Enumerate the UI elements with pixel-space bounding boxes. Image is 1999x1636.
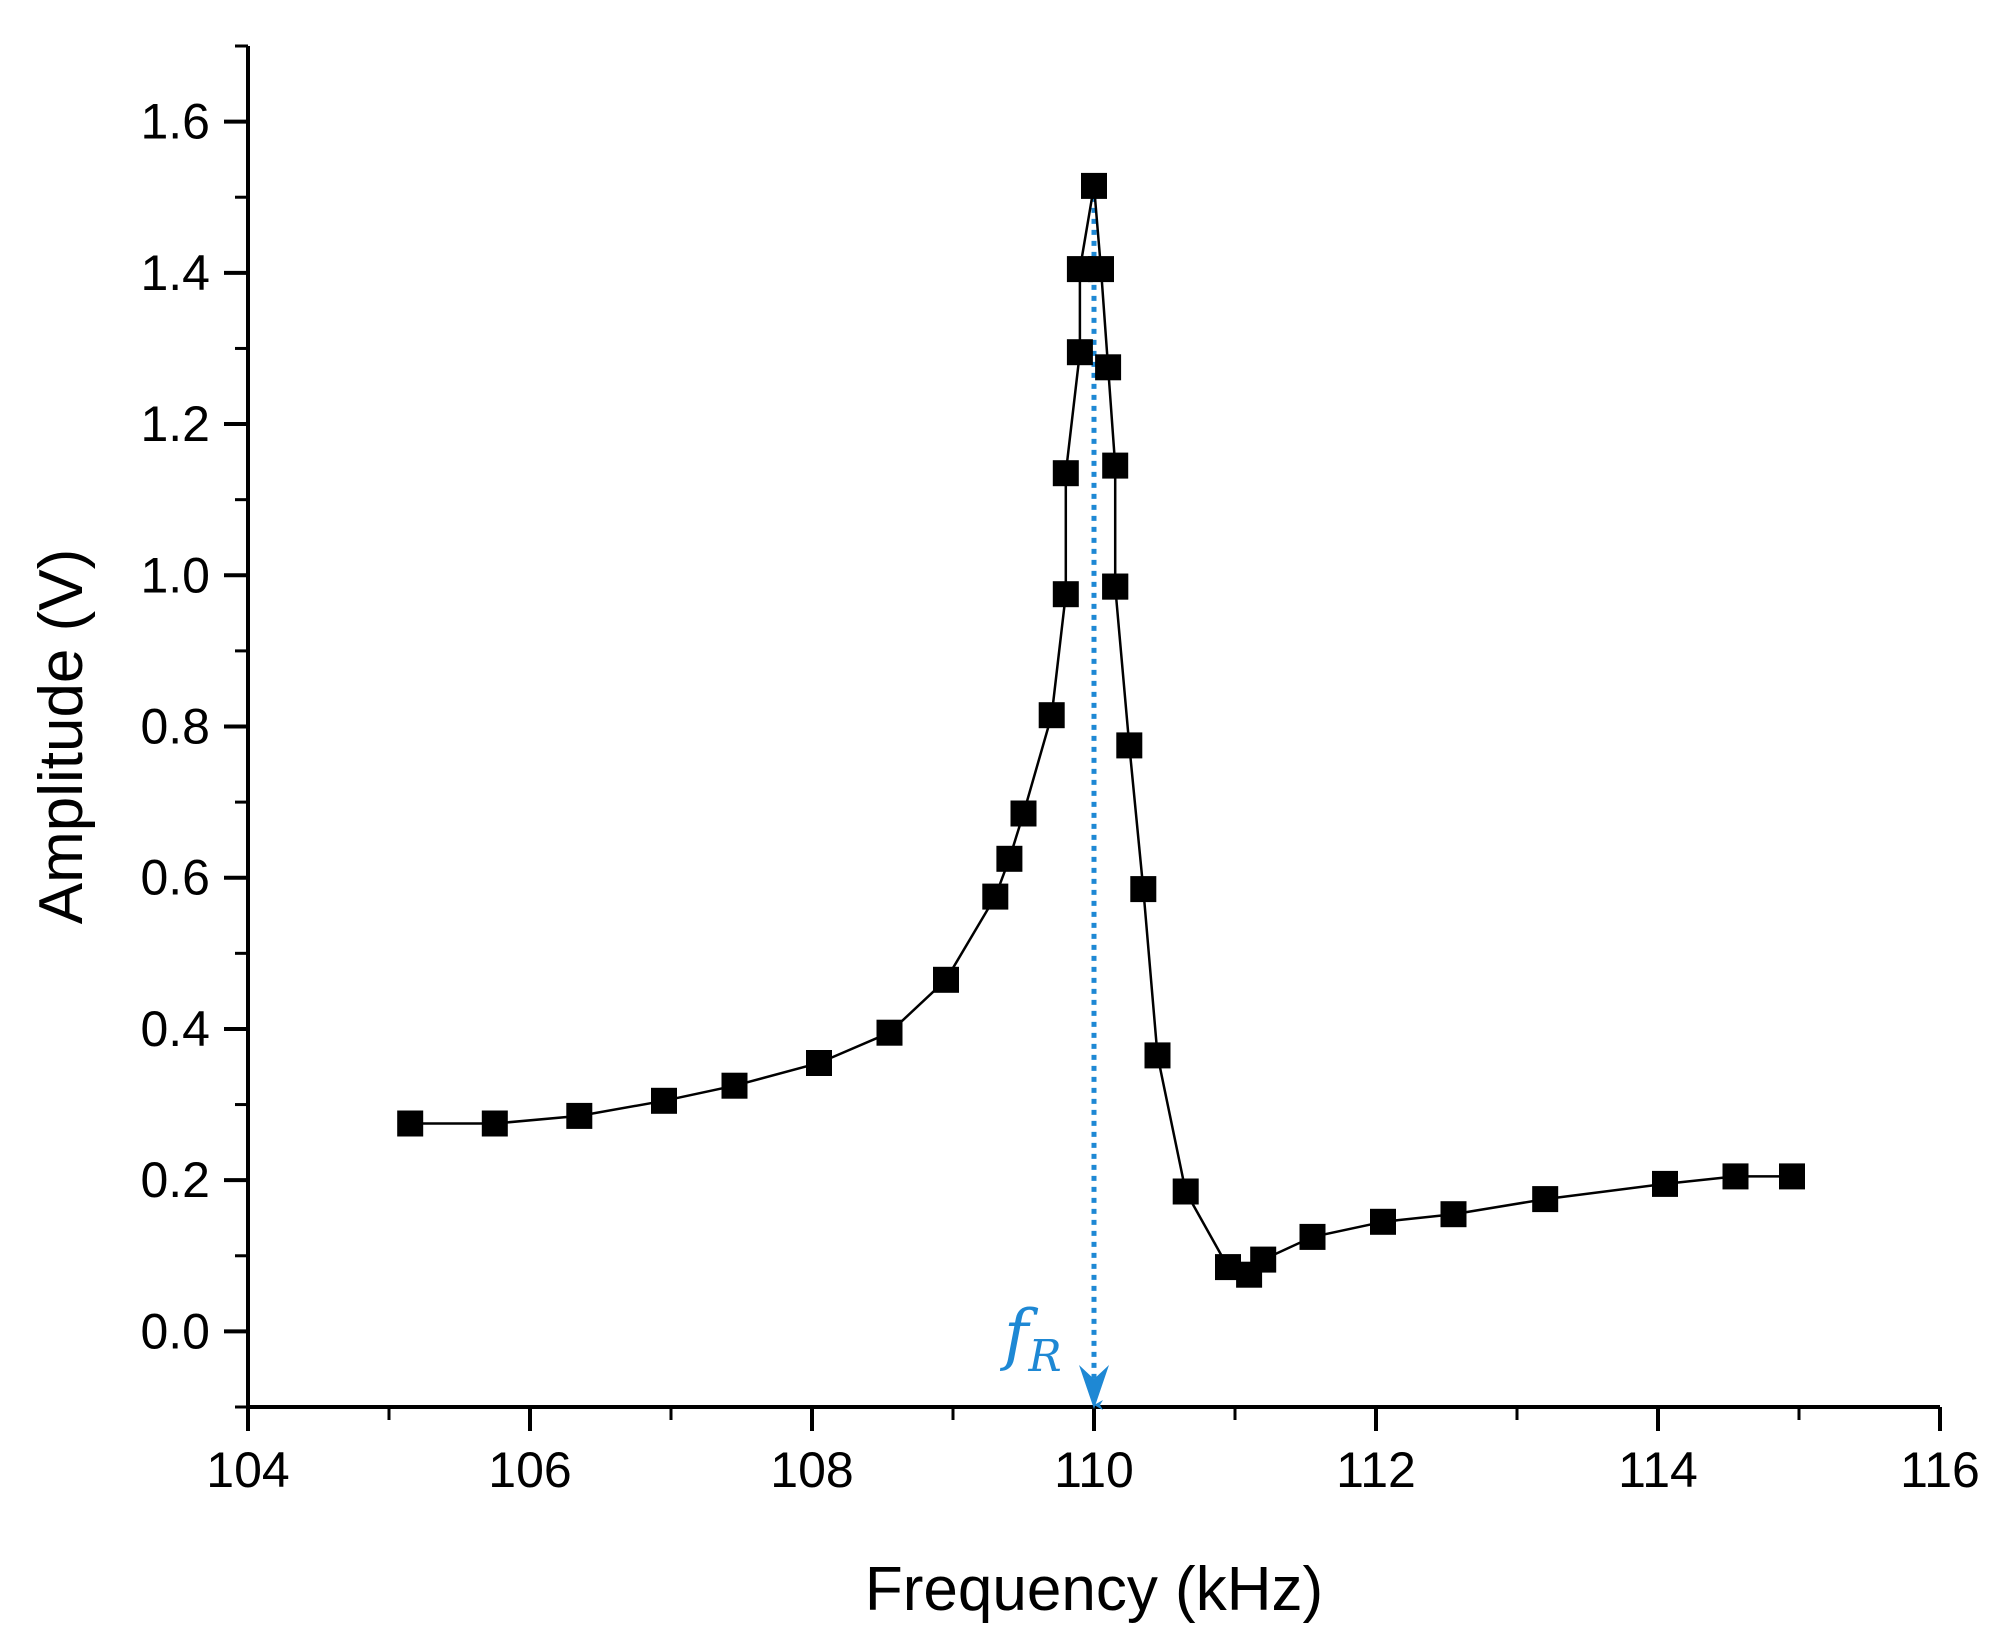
fr-label-subscript: R xyxy=(1027,1331,1061,1382)
x-tick-label: 110 xyxy=(1054,1442,1134,1498)
data-point xyxy=(1116,732,1143,759)
data-point xyxy=(1038,702,1065,729)
data-point xyxy=(1102,452,1129,479)
data-point xyxy=(1652,1170,1678,1197)
data-point xyxy=(1088,256,1114,283)
y-tick-label: 0.8 xyxy=(140,699,210,755)
data-point xyxy=(982,883,1009,910)
data-point xyxy=(1779,1163,1805,1190)
data-point xyxy=(933,966,959,993)
ticks xyxy=(224,44,1942,1431)
y-tick-label: 0.2 xyxy=(140,1152,210,1208)
y-tick-label: 1.2 xyxy=(140,396,210,452)
data-point xyxy=(996,845,1023,872)
y-tick-label: 1.4 xyxy=(140,245,210,301)
data-point xyxy=(1102,573,1129,600)
x-tick-label: 116 xyxy=(1900,1442,1980,1498)
x-axis-title: Frequency (kHz) xyxy=(865,1555,1323,1624)
data-point xyxy=(721,1072,748,1099)
data-point xyxy=(1250,1246,1277,1273)
x-tick-label: 108 xyxy=(770,1442,853,1498)
data-point xyxy=(1532,1186,1559,1213)
data-point xyxy=(1722,1163,1749,1190)
labels: 104 106 108 110 112 114 116 0.0 0.2 0.4 0.6 0.8 1.0 1… xyxy=(27,94,1980,1624)
y-tick-label: 0.0 xyxy=(140,1303,210,1359)
data-point xyxy=(1095,354,1122,381)
data-point xyxy=(806,1050,832,1076)
data-point xyxy=(1052,581,1079,608)
y-tick-label: 0.6 xyxy=(140,850,210,906)
fr-label: fR xyxy=(999,1296,1062,1382)
y-tick-label: 1.6 xyxy=(140,94,210,150)
data-point xyxy=(481,1110,508,1137)
y-tick-label: 0.4 xyxy=(140,1001,210,1057)
x-tick-label: 114 xyxy=(1618,1442,1698,1498)
data-point xyxy=(566,1102,593,1129)
data-point xyxy=(1370,1208,1396,1235)
data-series xyxy=(397,172,1805,1288)
data-point xyxy=(1130,876,1157,903)
annotation-layer: fR xyxy=(999,185,1109,1410)
data-point xyxy=(876,1019,903,1046)
data-point xyxy=(1081,172,1107,199)
data-point xyxy=(1440,1201,1467,1228)
data-point xyxy=(1172,1178,1199,1205)
resonance-arrowhead xyxy=(1079,1365,1109,1409)
data-point xyxy=(1066,339,1093,366)
x-tick-label: 112 xyxy=(1336,1442,1416,1498)
y-axis-title: Amplitude (V) xyxy=(27,549,96,925)
data-point xyxy=(397,1110,424,1137)
series-line xyxy=(410,185,1792,1277)
data-point xyxy=(1010,800,1037,827)
data-point xyxy=(1052,460,1079,487)
data-point xyxy=(1299,1223,1326,1250)
data-point xyxy=(651,1087,677,1114)
x-tick-label: 106 xyxy=(488,1442,571,1498)
x-tick-label: 104 xyxy=(206,1442,289,1498)
data-point xyxy=(1144,1042,1171,1069)
y-tick-label: 1.0 xyxy=(140,547,210,603)
